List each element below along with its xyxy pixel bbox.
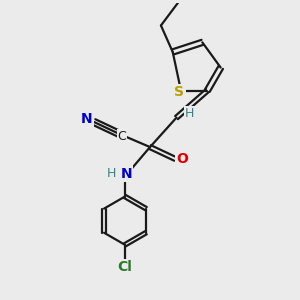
Text: C: C: [118, 130, 126, 143]
Text: S: S: [174, 85, 184, 99]
Text: N: N: [121, 167, 132, 181]
Text: O: O: [176, 152, 188, 166]
Text: H: H: [185, 107, 194, 120]
Text: Cl: Cl: [118, 260, 132, 274]
Text: N: N: [81, 112, 92, 126]
Text: H: H: [107, 167, 116, 180]
